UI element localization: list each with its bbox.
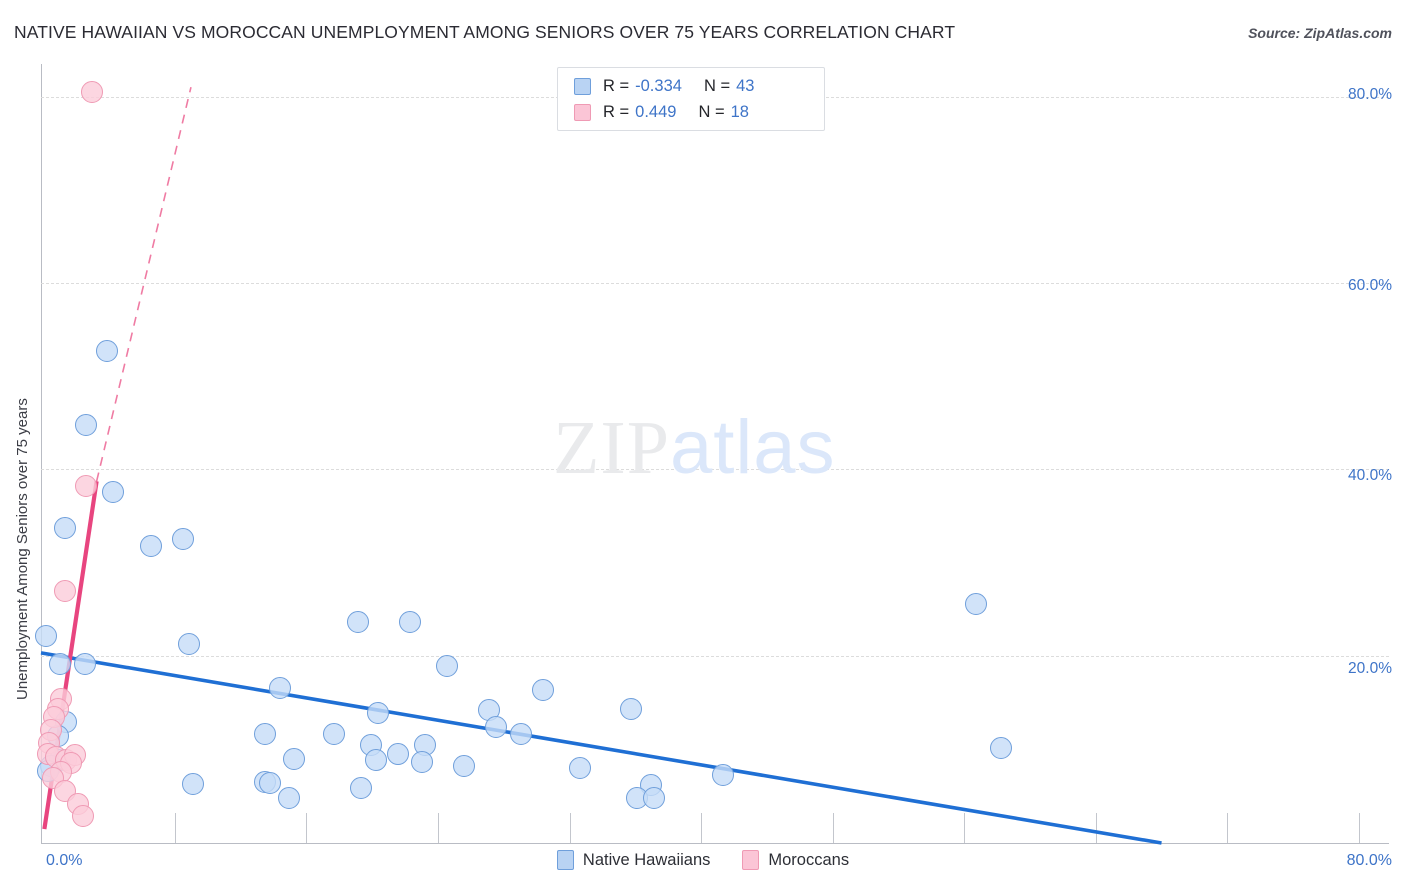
x-tick (175, 813, 176, 843)
data-point-native-hawaiians[interactable] (75, 413, 98, 436)
zipatlas-watermark: ZIPatlas (553, 404, 836, 492)
data-point-native-hawaiians[interactable] (569, 756, 592, 779)
x-tick (438, 813, 439, 843)
legend-n-key-2: N = (698, 102, 725, 121)
page-title: NATIVE HAWAIIAN VS MOROCCAN UNEMPLOYMENT… (14, 22, 956, 42)
data-point-native-hawaiians[interactable] (269, 677, 292, 700)
data-point-native-hawaiians[interactable] (95, 340, 118, 363)
data-point-native-hawaiians[interactable] (365, 748, 388, 771)
y-axis-line (41, 64, 42, 843)
legend-row-moroccans: R = 0.449 N = 18 (574, 99, 749, 125)
y-tick-label-80: 80.0% (1348, 86, 1392, 103)
data-point-native-hawaiians[interactable] (282, 747, 305, 770)
data-point-moroccans[interactable] (80, 80, 103, 103)
data-point-native-hawaiians[interactable] (139, 535, 162, 558)
data-point-moroccans[interactable] (75, 474, 98, 497)
legend-n-value-1: 43 (736, 76, 755, 95)
data-point-native-hawaiians[interactable] (510, 723, 533, 746)
x-axis-line (41, 843, 1389, 844)
y-tick-label-20: 20.0% (1348, 660, 1392, 677)
y-axis-title: Unemployment Among Seniors over 75 years (14, 398, 31, 700)
legend-r-key-1: R = (603, 76, 630, 95)
series-legend-item-native-hawaiians[interactable]: Native Hawaiians (556, 850, 711, 870)
data-point-native-hawaiians[interactable] (350, 777, 373, 800)
data-point-native-hawaiians[interactable] (387, 742, 410, 765)
data-point-native-hawaiians[interactable] (643, 787, 666, 810)
y-tick-label-60: 60.0% (1348, 277, 1392, 294)
data-point-native-hawaiians[interactable] (436, 654, 459, 677)
data-point-native-hawaiians[interactable] (367, 702, 389, 725)
legend-r-value-2: 0.449 (635, 102, 677, 121)
data-point-native-hawaiians[interactable] (619, 698, 642, 721)
series-legend-item-moroccans[interactable]: Moroccans (742, 850, 849, 870)
series-legend: Native Hawaiians Moroccans (0, 850, 1406, 870)
data-point-native-hawaiians[interactable] (323, 723, 346, 746)
x-tick (570, 813, 571, 843)
data-point-native-hawaiians[interactable] (53, 516, 76, 539)
data-point-native-hawaiians[interactable] (277, 786, 300, 809)
gridline-20 (41, 656, 1389, 657)
gridline-60 (41, 283, 1389, 284)
data-point-native-hawaiians[interactable] (73, 653, 96, 675)
watermark-atlas: atlas (670, 405, 836, 490)
x-tick (1096, 813, 1097, 843)
data-point-native-hawaiians[interactable] (171, 527, 194, 550)
x-tick (1359, 813, 1360, 843)
gridline-40 (41, 469, 1389, 470)
data-point-native-hawaiians[interactable] (990, 737, 1013, 760)
data-point-native-hawaiians[interactable] (484, 716, 507, 739)
trendline-extension-moroccans (95, 86, 192, 482)
data-point-native-hawaiians[interactable] (532, 678, 555, 701)
legend-n-value-2: 18 (730, 102, 749, 121)
x-tick (701, 813, 702, 843)
data-point-native-hawaiians[interactable] (346, 611, 369, 634)
data-point-native-hawaiians[interactable] (178, 632, 201, 655)
data-point-native-hawaiians[interactable] (102, 480, 125, 503)
legend-r-key-2: R = (603, 102, 630, 121)
data-point-moroccans[interactable] (53, 579, 76, 602)
data-point-native-hawaiians[interactable] (181, 772, 204, 795)
data-point-native-hawaiians[interactable] (452, 755, 475, 778)
legend-n-key-1: N = (703, 76, 731, 95)
data-point-moroccans[interactable] (72, 805, 95, 828)
legend-r-value-1: -0.334 (635, 76, 682, 95)
x-tick (833, 813, 834, 843)
legend-swatch-pink (574, 103, 591, 121)
series-swatch-pink (742, 850, 760, 870)
data-point-native-hawaiians[interactable] (399, 611, 421, 634)
x-tick (306, 813, 307, 843)
series-legend-label-moroccans: Moroccans (768, 850, 850, 869)
data-point-native-hawaiians[interactable] (259, 771, 282, 794)
series-swatch-blue (556, 850, 574, 870)
data-point-native-hawaiians[interactable] (35, 625, 58, 648)
y-tick-label-40: 40.0% (1348, 467, 1392, 484)
x-tick (1227, 813, 1228, 843)
correlation-legend: R = -0.334 N = 43 R = 0.449 N = 18 (557, 67, 825, 131)
data-point-native-hawaiians[interactable] (48, 653, 71, 675)
data-point-native-hawaiians[interactable] (965, 592, 988, 615)
data-point-native-hawaiians[interactable] (410, 751, 433, 774)
data-point-native-hawaiians[interactable] (712, 764, 735, 787)
legend-row-native-hawaiians: R = -0.334 N = 43 (574, 73, 754, 99)
watermark-zip: ZIP (553, 406, 670, 490)
source-attribution: Source: ZipAtlas.com (1248, 25, 1392, 41)
x-tick-label-min: 0.0% (46, 852, 83, 869)
x-tick-label-max: 80.0% (1346, 852, 1392, 869)
x-tick (964, 813, 965, 843)
legend-swatch-blue (574, 77, 591, 95)
series-legend-label-native-hawaiians: Native Hawaiians (582, 850, 711, 869)
data-point-native-hawaiians[interactable] (254, 722, 277, 745)
